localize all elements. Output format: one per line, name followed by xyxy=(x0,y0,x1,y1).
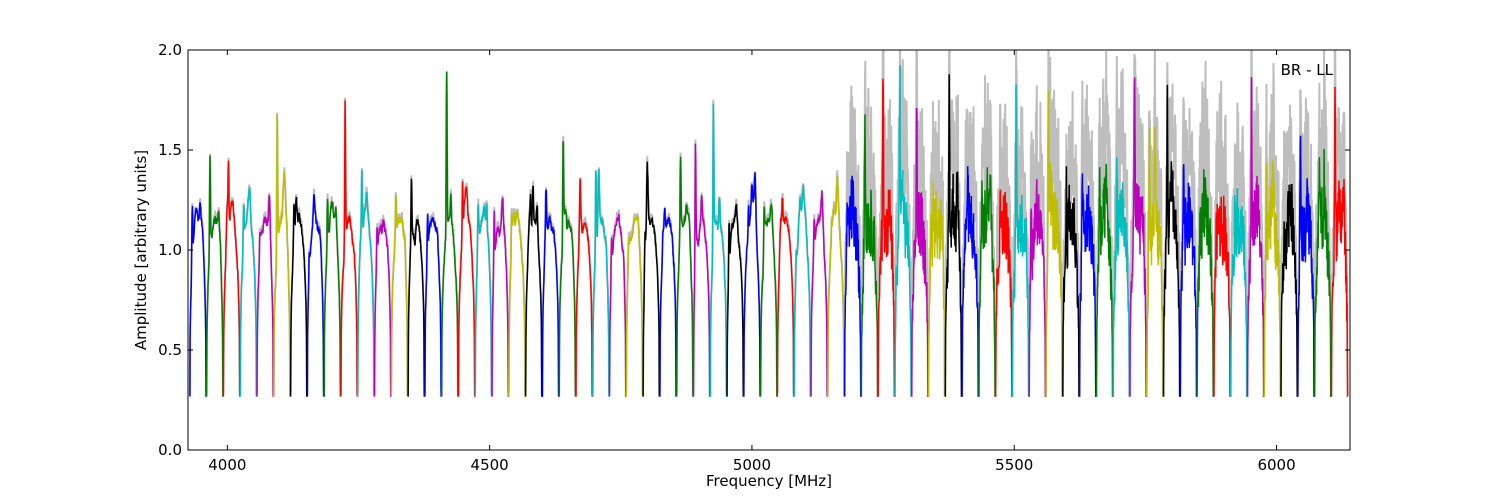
channel-trace xyxy=(1112,157,1131,397)
channel-trace xyxy=(944,74,963,397)
channel-trace xyxy=(877,78,896,397)
channel-trace xyxy=(1145,126,1164,397)
background-trace xyxy=(1095,51,1114,397)
channel-trace xyxy=(1330,86,1349,397)
x-tick-label: 6000 xyxy=(1257,456,1295,474)
channel-trace xyxy=(1196,169,1215,397)
channel-trace xyxy=(625,215,644,397)
channel-trace xyxy=(994,189,1013,397)
channel-trace xyxy=(491,196,510,397)
channel-trace xyxy=(642,161,661,397)
channel-trace xyxy=(340,100,358,397)
channel-trace xyxy=(1045,90,1063,397)
channel-trace xyxy=(474,203,493,397)
channel-trace xyxy=(222,160,241,397)
channel-trace xyxy=(1280,183,1299,397)
channel-trace xyxy=(189,202,207,397)
plot-area xyxy=(188,50,1349,400)
channel-trace xyxy=(575,178,593,397)
channel-trace xyxy=(692,143,711,397)
channel-trace xyxy=(407,178,426,397)
channel-trace xyxy=(810,190,828,397)
channel-trace xyxy=(776,197,795,397)
x-tick-label: 5000 xyxy=(733,456,771,474)
y-tick-label: 1.0 xyxy=(158,241,182,259)
background-trace xyxy=(910,50,929,397)
channel-trace xyxy=(273,114,291,397)
channel-trace xyxy=(1129,77,1147,397)
channel-trace xyxy=(205,155,224,397)
channel-trace xyxy=(759,202,778,397)
channel-trace xyxy=(675,156,694,397)
background-trace xyxy=(1078,80,1097,397)
y-tick-label: 0.0 xyxy=(158,441,182,459)
channel-trace xyxy=(726,203,745,397)
channel-trace xyxy=(1028,179,1047,397)
channel-trace xyxy=(457,181,476,397)
channel-trace xyxy=(709,103,728,397)
channel-trace xyxy=(424,213,442,397)
x-tick-label: 4500 xyxy=(471,456,509,474)
channel-trace xyxy=(1246,76,1265,397)
channel-trace xyxy=(659,208,677,397)
channel-trace xyxy=(1011,84,1030,397)
background-trace xyxy=(994,103,1013,397)
channel-series xyxy=(189,64,1349,397)
y-tick-label: 2.0 xyxy=(158,41,182,59)
channel-trace xyxy=(743,172,761,397)
y-tick-label: 0.5 xyxy=(158,341,182,359)
y-axis: 0.0 0.5 1.0 1.5 2.0 xyxy=(158,41,1350,459)
channel-trace xyxy=(927,182,946,397)
x-axis: 4000 4500 5000 5500 6000 xyxy=(208,50,1296,474)
background-trace xyxy=(1061,91,1080,397)
channel-trace xyxy=(306,194,325,397)
background-trace xyxy=(961,106,980,397)
x-tick-label: 4000 xyxy=(208,456,246,474)
channel-trace xyxy=(1062,166,1080,397)
channel-trace xyxy=(910,107,929,397)
channel-trace xyxy=(592,168,610,397)
channel-trace xyxy=(894,64,912,397)
channel-trace xyxy=(1297,135,1315,397)
channel-trace xyxy=(1078,173,1097,397)
channel-trace xyxy=(239,187,258,397)
channel-trace xyxy=(440,71,459,397)
channel-trace xyxy=(860,114,879,397)
chart-annotation: BR - LL xyxy=(1281,61,1334,79)
y-tick-label: 1.5 xyxy=(158,141,182,159)
channel-trace xyxy=(1229,188,1248,397)
channel-trace xyxy=(508,209,526,397)
channel-trace xyxy=(373,219,392,397)
channel-trace xyxy=(843,175,862,397)
y-axis-label: Amplitude [arbitrary units] xyxy=(132,150,150,350)
channel-trace xyxy=(390,195,409,397)
x-tick-label: 5500 xyxy=(995,456,1033,474)
channel-trace xyxy=(961,166,980,397)
channel-trace xyxy=(256,195,274,397)
channel-trace xyxy=(323,198,342,397)
x-axis-label: Frequency [MHz] xyxy=(706,472,832,490)
background-trace xyxy=(1179,97,1198,397)
channel-trace xyxy=(1313,148,1332,397)
channel-trace xyxy=(1095,163,1114,397)
channel-trace xyxy=(827,176,845,397)
channel-trace xyxy=(356,170,375,397)
channel-trace xyxy=(1213,195,1231,397)
channel-trace xyxy=(1179,164,1198,397)
channel-trace xyxy=(289,196,308,397)
channel-trace xyxy=(1162,84,1181,397)
channel-trace xyxy=(1263,159,1282,397)
channel-trace xyxy=(978,167,996,397)
channel-trace xyxy=(558,141,577,397)
channel-trace xyxy=(524,185,543,397)
channel-trace xyxy=(608,213,627,397)
channel-trace xyxy=(541,189,560,397)
channel-trace xyxy=(793,184,812,397)
background-trace xyxy=(927,99,946,397)
